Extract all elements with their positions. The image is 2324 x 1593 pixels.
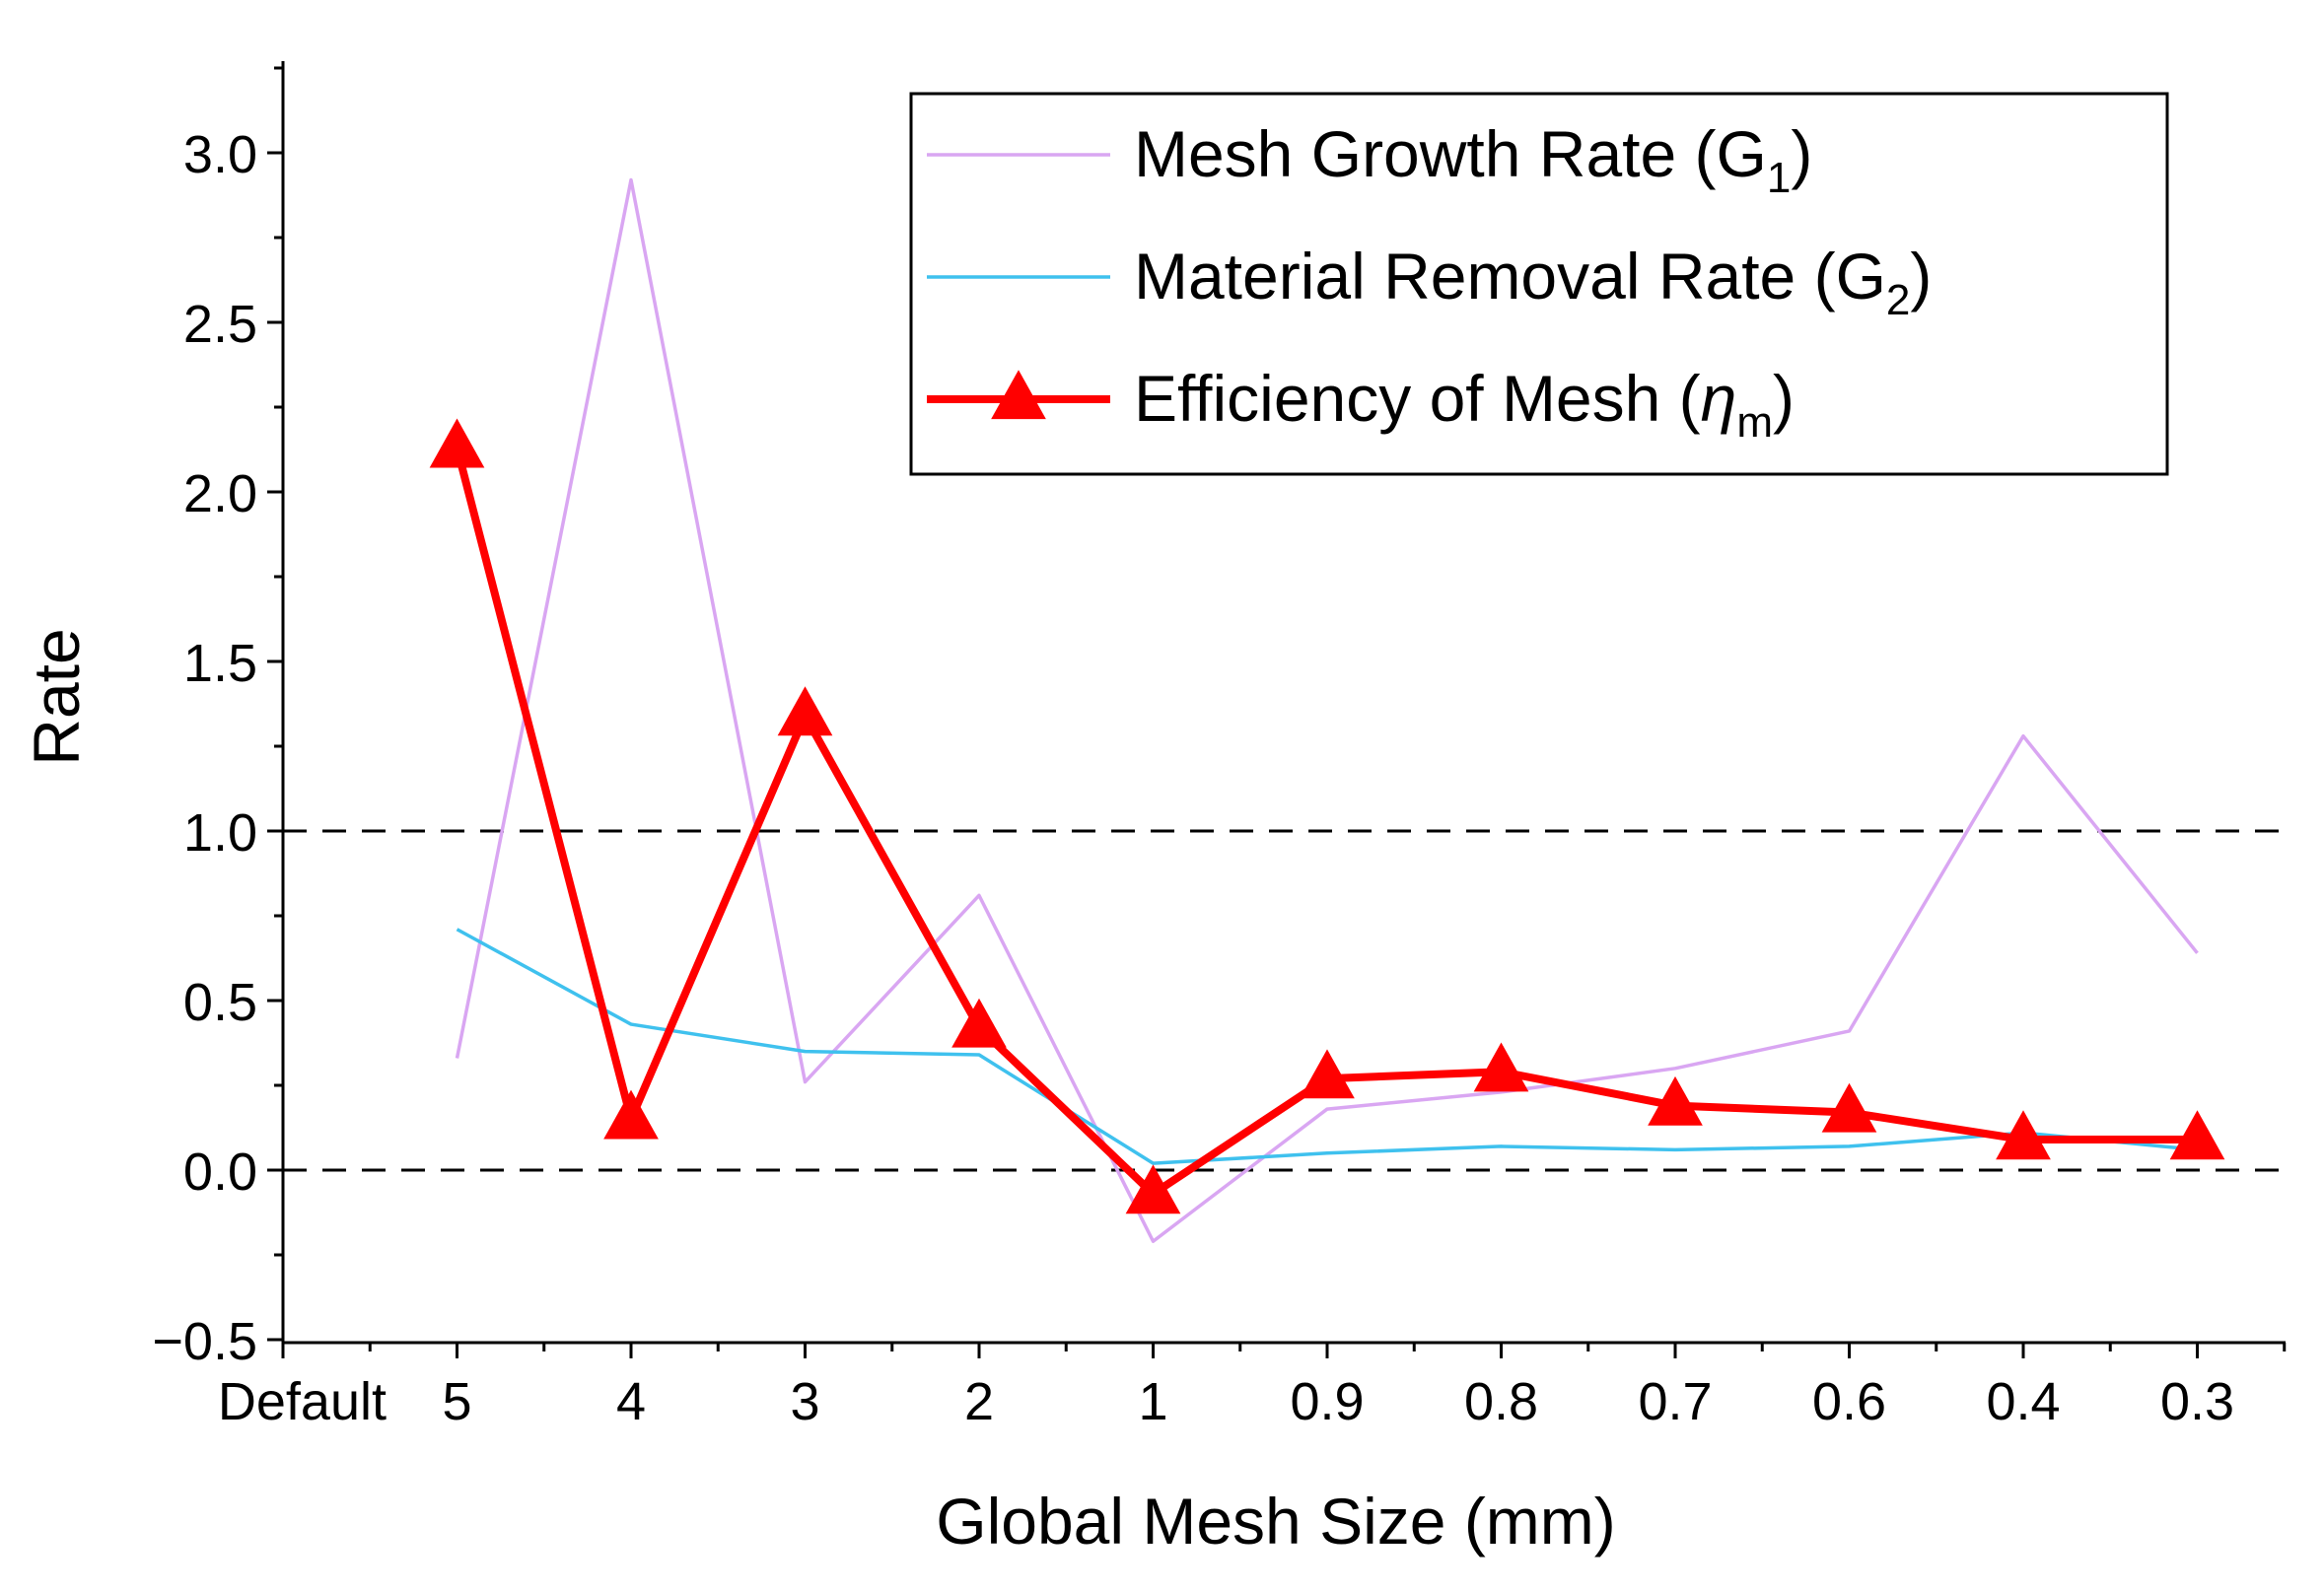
x-tick-label: 0.3: [2160, 1372, 2234, 1431]
y-tick-label: 3.0: [183, 125, 257, 184]
series-marker: [1125, 1164, 1181, 1214]
axes-layer: −0.5 0.0 0.5 1.0 1.5 2.0 2.5 3.0 Default 5 4 3 2 1 0.9…: [152, 61, 2287, 1431]
series-marker: [429, 418, 485, 468]
legend-label: Material Removal Rate (G2): [1134, 240, 1932, 324]
x-tick-label: 0.8: [1464, 1372, 1538, 1431]
reference-lines-layer: [283, 829, 2286, 1172]
x-tick-label: 0.6: [1812, 1372, 1886, 1431]
legend: Mesh Growth Rate (G1) Material Removal Ra…: [909, 92, 2169, 476]
y-tick-label: 2.0: [183, 464, 257, 523]
series-marker: [1996, 1110, 2051, 1160]
legend-marker: [991, 370, 1046, 420]
series-line: [456, 928, 2198, 1165]
x-tick-label: 4: [616, 1372, 646, 1431]
y-tick-label: 2.5: [183, 295, 257, 354]
series-line: [455, 177, 2199, 1243]
legend-label: Mesh Growth Rate (G1): [1134, 117, 1812, 202]
series-marker: [2169, 1110, 2225, 1160]
x-tick-label: Default: [218, 1372, 387, 1431]
series-marker: [603, 1089, 659, 1140]
legend-label: Efficiency of Mesh (ηm): [1134, 362, 1795, 447]
y-tick-label: 0.0: [183, 1143, 257, 1202]
x-tick-label: 0.7: [1638, 1372, 1712, 1431]
x-tick-label: 1: [1138, 1372, 1167, 1431]
x-tick-label: 0.4: [1986, 1372, 2060, 1431]
series-layer: [429, 177, 2225, 1243]
x-tick-label: 0.9: [1290, 1372, 1364, 1431]
x-axis-title: Global Mesh Size (mm): [936, 1485, 1616, 1558]
y-tick-label: 0.5: [183, 973, 257, 1032]
x-tick-label: 5: [442, 1372, 471, 1431]
series-marker: [1821, 1082, 1877, 1133]
x-tick-label: 2: [964, 1372, 994, 1431]
y-tick-label: −0.5: [152, 1312, 257, 1371]
y-tick-label: 1.0: [183, 803, 257, 863]
series-marker: [1648, 1075, 1703, 1126]
series-marker: [1473, 1042, 1529, 1092]
y-tick-label: 1.5: [183, 634, 257, 693]
series-marker: [951, 998, 1007, 1048]
legend-box: [909, 92, 2169, 476]
series-marker: [777, 686, 833, 736]
series-marker: [1300, 1049, 1355, 1099]
x-tick-label: 3: [790, 1372, 819, 1431]
y-axis-title: Rate: [20, 628, 93, 765]
